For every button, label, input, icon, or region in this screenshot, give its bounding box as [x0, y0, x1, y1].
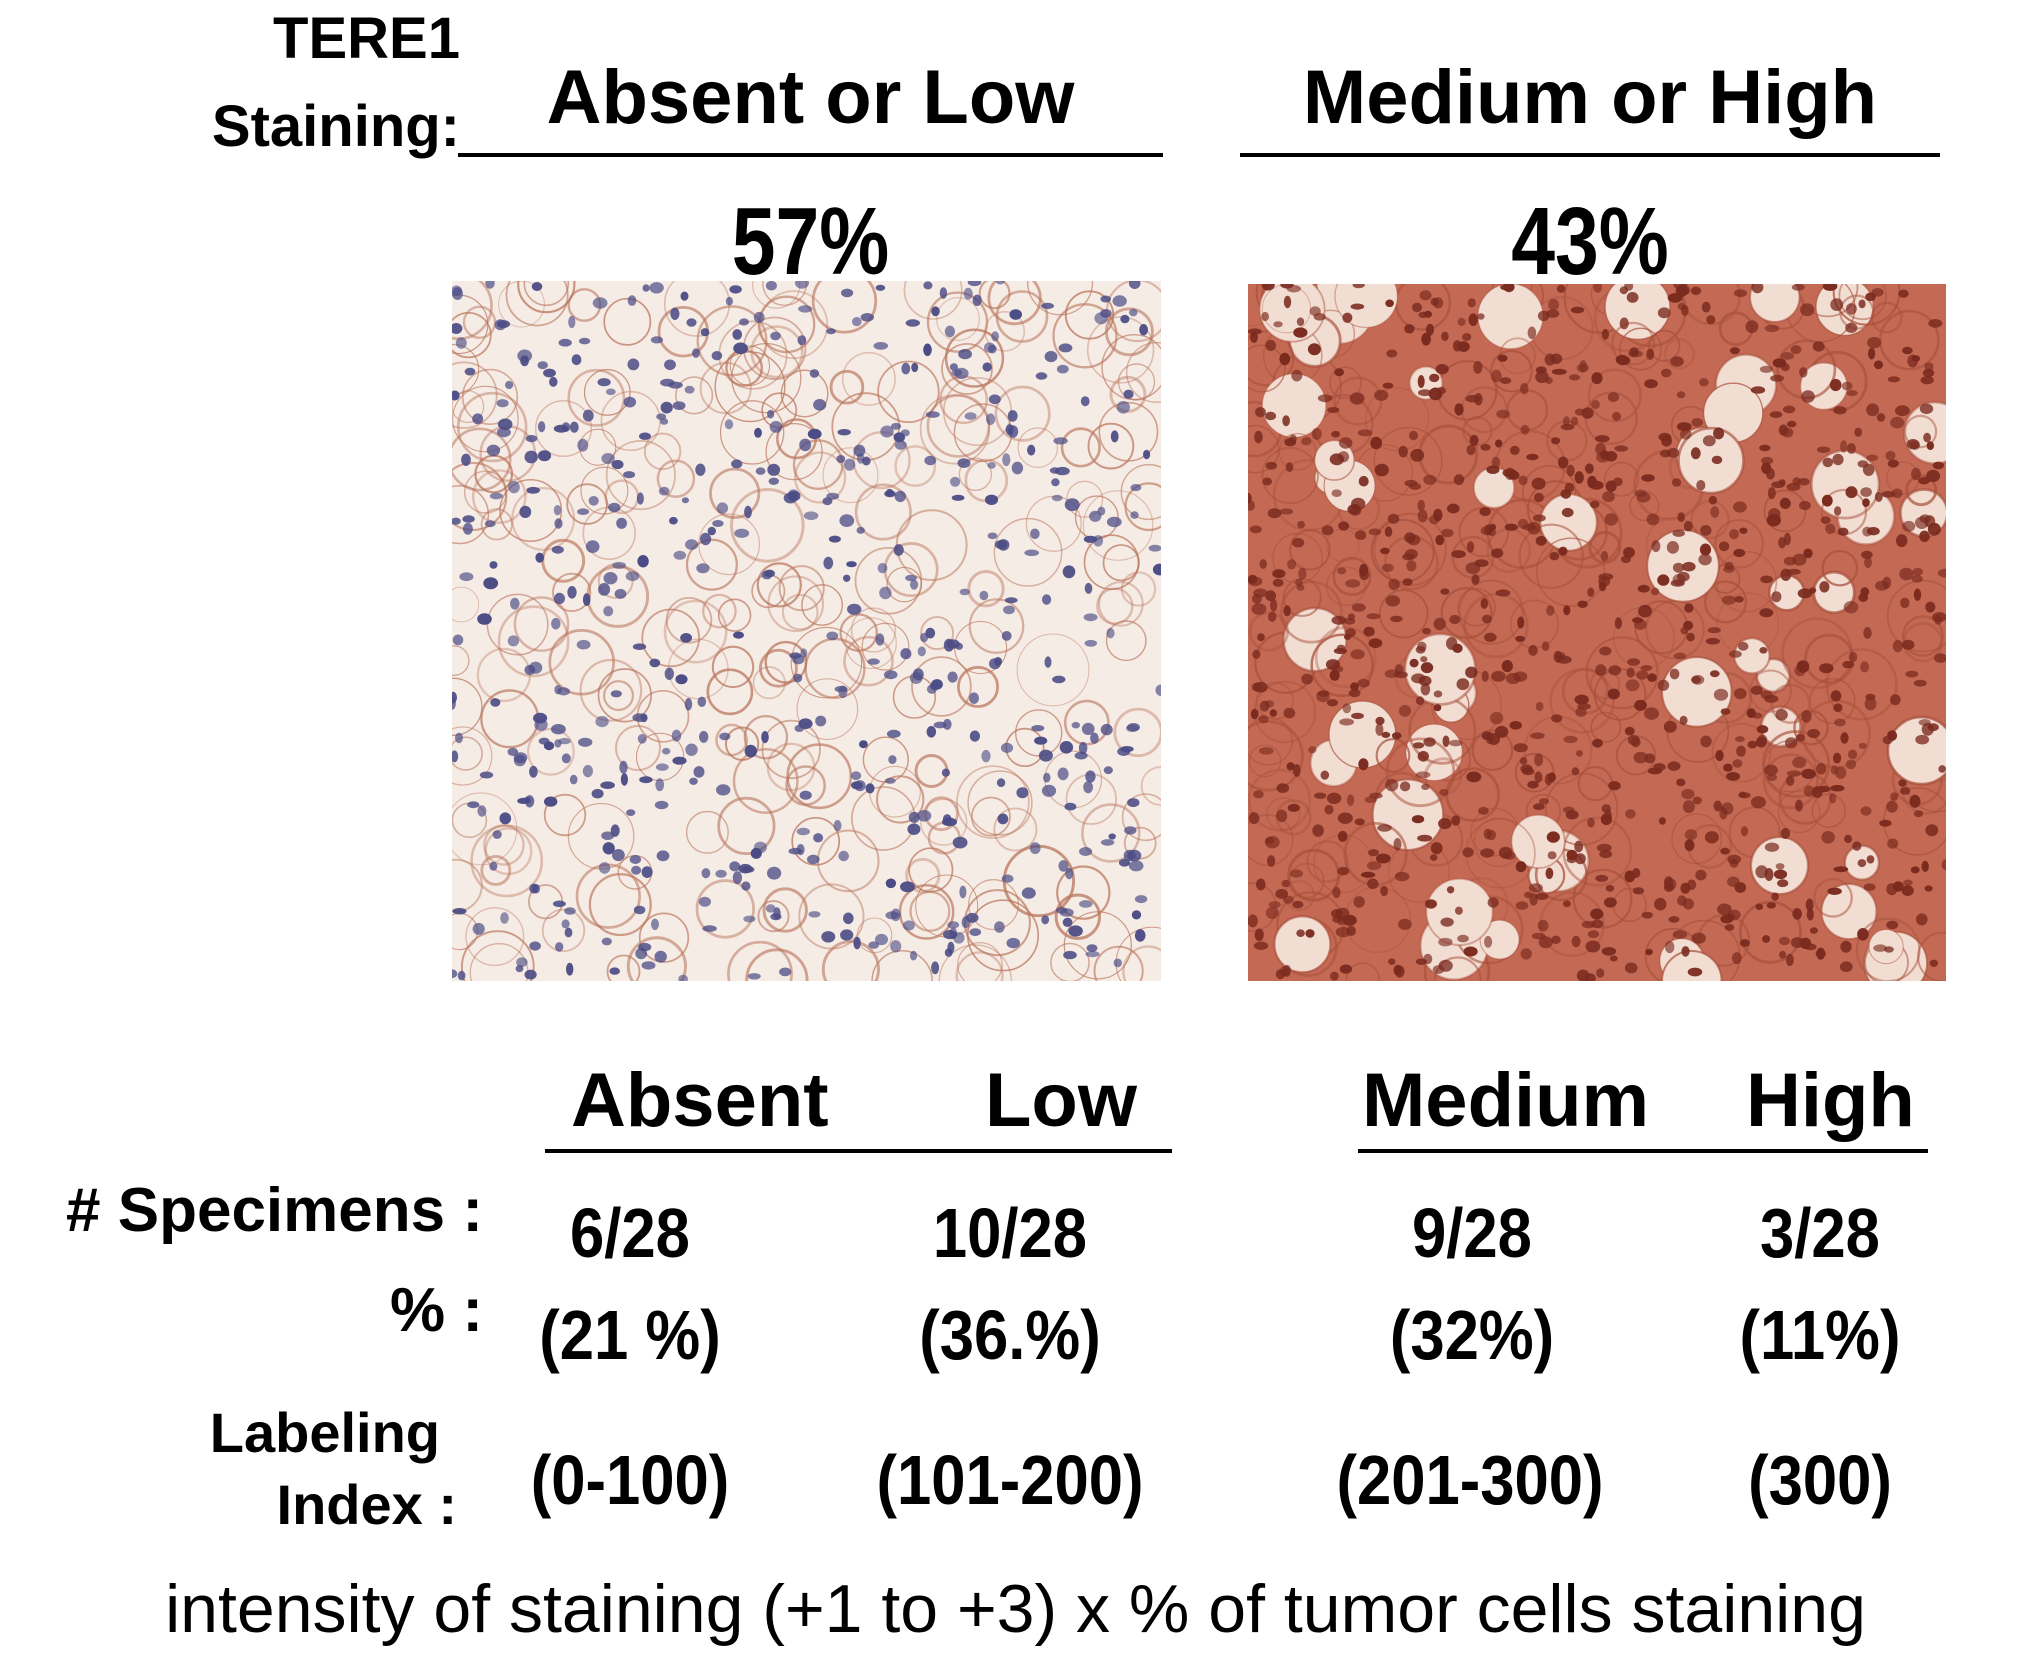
- percent-high-value: (11%): [1739, 1296, 1901, 1374]
- column-high-heading: High: [1746, 1058, 1915, 1143]
- column-medium-heading: Medium: [1362, 1058, 1650, 1143]
- percent-medium-value: (32%): [1389, 1296, 1555, 1374]
- specimens-absent-value: 6/28: [570, 1194, 690, 1272]
- medium-or-high-micrograph-texture: [1248, 284, 1946, 981]
- specimens-high-value: 3/28: [1760, 1194, 1880, 1272]
- medium-or-high-micrograph: [1248, 284, 1946, 981]
- percent-absent-value: (21 %): [539, 1296, 721, 1374]
- labeling-index-row-label-line2: Index :: [276, 1473, 457, 1536]
- labeling-high-value: (300): [1748, 1441, 1892, 1519]
- percent-low-value: (36.%): [919, 1296, 1101, 1374]
- absent-low-rule: [545, 1149, 1172, 1153]
- group-medium-or-high-percent: 43%: [1511, 188, 1669, 295]
- footer-formula: intensity of staining (+1 to +3) x % of …: [165, 1571, 1866, 1647]
- specimens-low-value: 10/28: [932, 1194, 1088, 1272]
- group-absent-or-low-rule: [458, 153, 1163, 157]
- medium-high-rule: [1358, 1149, 1928, 1153]
- staining-label: Staining:: [211, 94, 460, 159]
- group-absent-or-low-heading: Absent or Low: [546, 55, 1075, 140]
- group-absent-or-low-percent: 57%: [731, 188, 890, 295]
- group-medium-or-high-rule: [1240, 153, 1940, 157]
- labeling-absent-value: (0-100): [530, 1441, 730, 1519]
- absent-or-low-micrograph: [452, 281, 1161, 981]
- tere1-label: TERE1: [273, 6, 460, 71]
- column-low-heading: Low: [985, 1058, 1137, 1143]
- group-medium-or-high-heading: Medium or High: [1302, 55, 1878, 140]
- labeling-low-value: (101-200): [876, 1441, 1144, 1519]
- specimens-medium-value: 9/28: [1412, 1194, 1532, 1272]
- specimens-row-label: # Specimens :: [66, 1176, 483, 1245]
- absent-or-low-micrograph-texture: [452, 281, 1161, 981]
- labeling-medium-value: (201-300): [1336, 1441, 1604, 1519]
- percent-row-label: % :: [390, 1276, 483, 1345]
- column-absent-heading: Absent: [571, 1058, 829, 1143]
- labeling-index-row-label-line1: Labeling: [209, 1401, 440, 1464]
